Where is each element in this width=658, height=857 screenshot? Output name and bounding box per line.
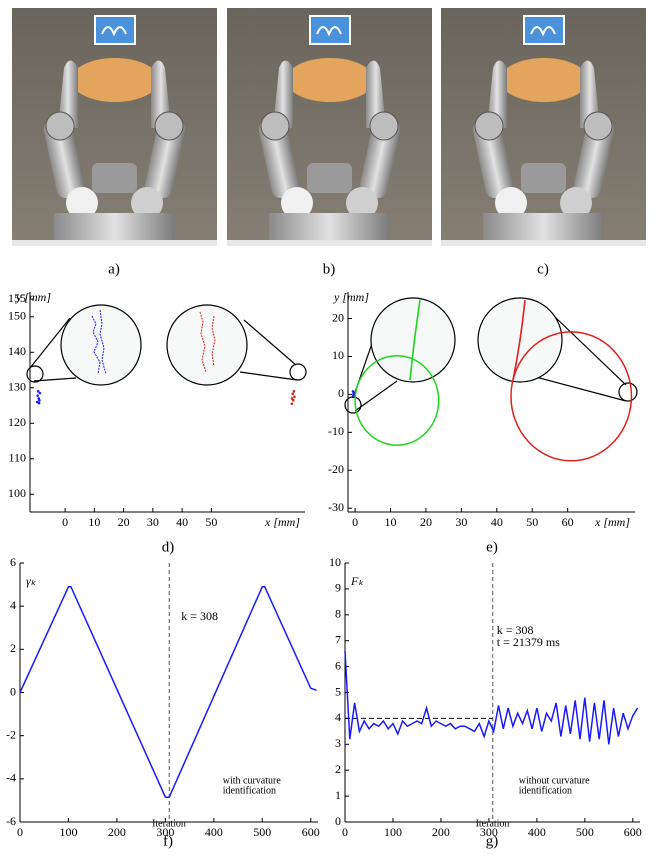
caption: d)	[162, 539, 175, 555]
y-tick-label: 0	[338, 386, 344, 400]
x-tick-label: 100	[59, 825, 77, 839]
photo-c	[441, 8, 646, 246]
y-tick-label: 6	[335, 658, 341, 672]
y-axis-label: Fₖ	[350, 574, 364, 588]
y-tick-label: 9	[335, 581, 341, 595]
y-tick-label: 6	[10, 555, 16, 569]
y-tick-label: -30	[328, 500, 344, 514]
x-tick-label: 50	[526, 515, 538, 529]
y-tick-label: 140	[8, 344, 26, 358]
y-tick-label: 8	[335, 607, 341, 621]
x-tick-label: 30	[455, 515, 467, 529]
x-tick-label: 20	[118, 515, 130, 529]
x-tick-label: 100	[384, 825, 402, 839]
y-tick-label: 2	[10, 641, 16, 655]
point	[38, 402, 41, 405]
x-tick-label: 50	[205, 515, 217, 529]
point	[352, 394, 355, 397]
x-tick-label: 10	[88, 515, 100, 529]
x-tick-label: 400	[528, 825, 546, 839]
x-tick-label: 200	[108, 825, 126, 839]
x-tick-label: 0	[62, 515, 68, 529]
point	[37, 390, 40, 393]
point	[291, 402, 294, 405]
x-tick-label: 200	[432, 825, 450, 839]
x-axis-label: x [mm]	[264, 515, 300, 529]
photo-caption: a)	[108, 261, 120, 277]
y-tick-label: 0	[10, 684, 16, 698]
annotation: identification	[519, 785, 572, 796]
figure: a) b) c) 1001101201301401501550102030405…	[0, 0, 658, 852]
x-tick-label: 500	[576, 825, 594, 839]
y-tick-label: 7	[335, 632, 341, 646]
x-tick-label: 40	[491, 515, 503, 529]
x-tick-label: 400	[205, 825, 223, 839]
y-tick-label: 4	[10, 598, 16, 612]
photo-caption: c)	[537, 261, 549, 277]
y-tick-label: 100	[8, 486, 26, 500]
y-tick-label: 20	[332, 310, 344, 324]
y-tick-label: 3	[335, 736, 341, 750]
x-tick-label: 0	[342, 825, 348, 839]
y-axis-label: y [mm]	[15, 290, 51, 304]
point	[291, 393, 294, 396]
x-tick-label: 600	[302, 825, 320, 839]
annotation: identification	[223, 785, 276, 796]
point	[352, 390, 355, 393]
y-tick-label: 120	[8, 415, 26, 429]
y-tick-label: 130	[8, 380, 26, 394]
photo-b	[227, 8, 432, 246]
y-tick-label: -10	[328, 424, 344, 438]
x-tick-label: 0	[352, 515, 358, 529]
y-tick-label: 150	[8, 309, 26, 323]
x-tick-label: 30	[147, 515, 159, 529]
y-tick-label: 2	[335, 762, 341, 776]
y-tick-label: 10	[332, 348, 344, 362]
caption: g)	[486, 833, 499, 849]
photo-a	[12, 8, 217, 246]
x-axis-label: Iteration	[152, 818, 186, 829]
y-tick-label: 5	[335, 684, 341, 698]
x-tick-label: 0	[17, 825, 23, 839]
y-tick-label: -4	[6, 771, 16, 785]
caption: e)	[486, 539, 498, 555]
x-tick-label: 600	[624, 825, 642, 839]
fitted-circle	[511, 332, 631, 461]
point	[291, 397, 294, 400]
x-tick-label: 60	[562, 515, 574, 529]
y-tick-label: 110	[8, 451, 26, 465]
point	[38, 399, 41, 402]
annotation: k = 308	[181, 609, 218, 623]
line	[345, 651, 638, 744]
x-tick-label: 20	[420, 515, 432, 529]
x-tick-label: 10	[385, 515, 397, 529]
y-tick-label: 1	[335, 788, 341, 802]
y-tick-label: -2	[6, 727, 16, 741]
x-axis-label: x [mm]	[594, 515, 630, 529]
y-axis-label: γₖ	[26, 574, 37, 588]
y-tick-label: 10	[329, 555, 341, 569]
y-tick-label: -6	[6, 814, 16, 828]
y-tick-label: 0	[335, 814, 341, 828]
point	[293, 390, 296, 393]
y-tick-label: -20	[328, 462, 344, 476]
line	[20, 587, 317, 798]
annotation: t = 21379 ms	[497, 635, 560, 649]
x-axis-label: Iteration	[476, 818, 510, 829]
x-tick-label: 500	[253, 825, 271, 839]
y-tick-label: 4	[335, 710, 341, 724]
point	[293, 395, 296, 398]
y-axis-label: y [mm]	[333, 290, 369, 304]
photo-caption: b)	[323, 261, 336, 277]
x-tick-label: 40	[176, 515, 188, 529]
point	[36, 394, 39, 397]
caption: f)	[163, 833, 173, 849]
